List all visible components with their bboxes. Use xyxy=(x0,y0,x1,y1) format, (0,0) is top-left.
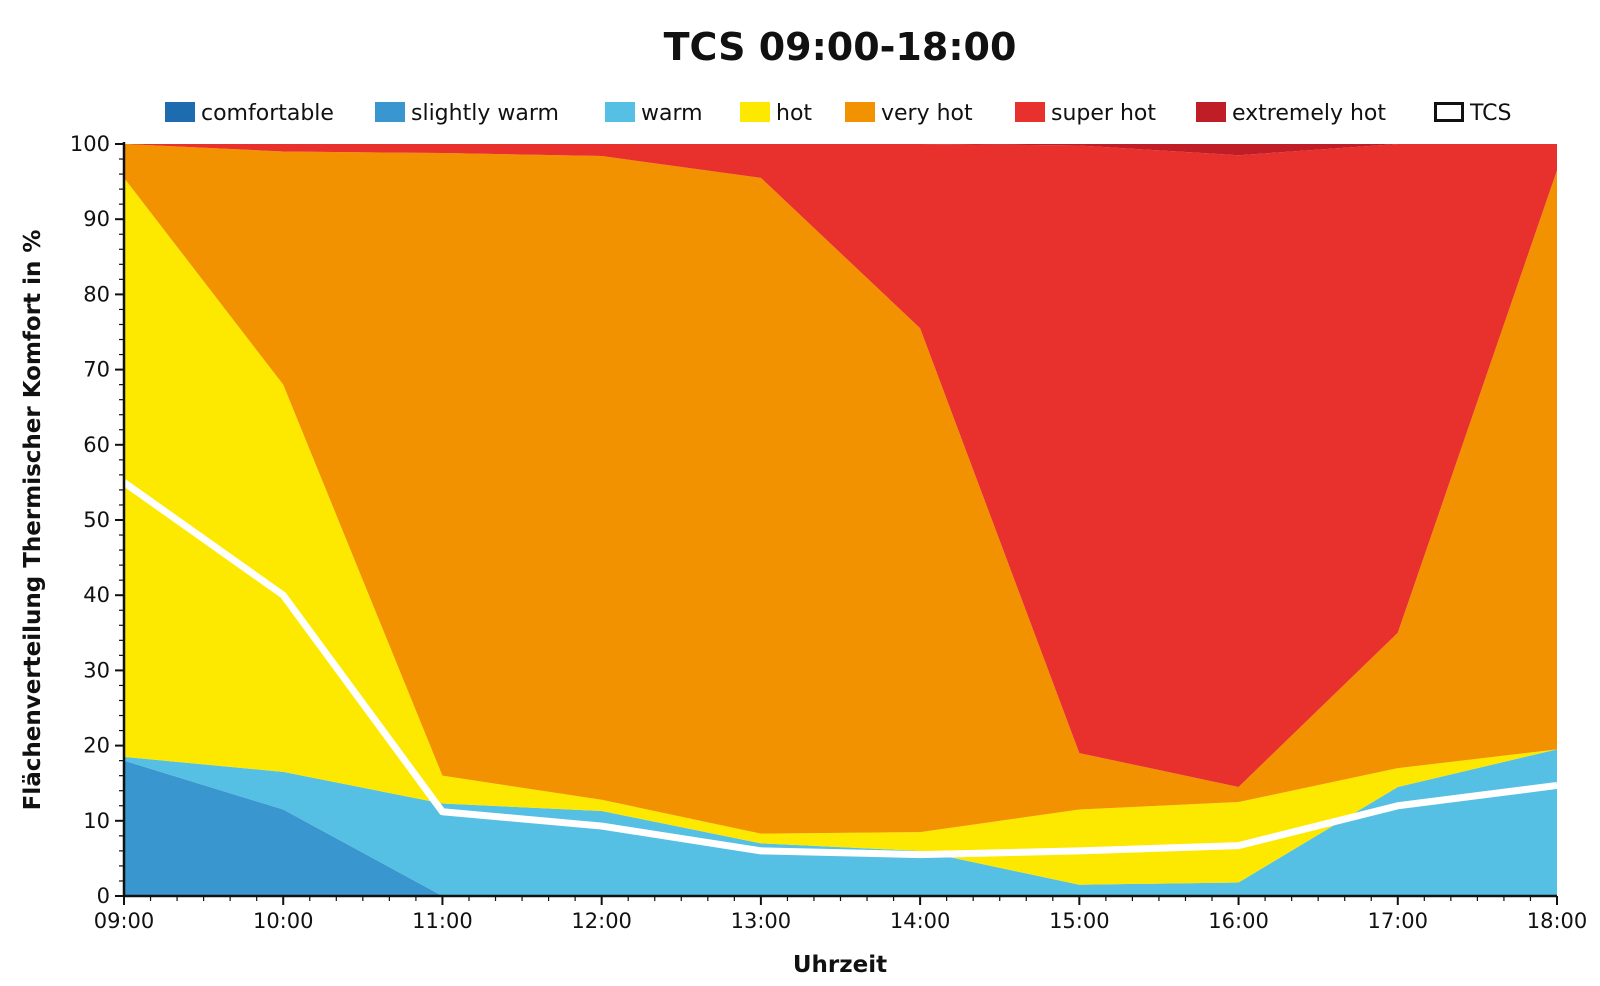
legend-swatch xyxy=(605,102,635,122)
x-tick-label: 15:00 xyxy=(1049,909,1110,933)
y-tick-label: 20 xyxy=(83,734,110,758)
legend-label: slightly warm xyxy=(411,101,559,126)
legend-label: hot xyxy=(776,101,812,126)
y-tick-label: 70 xyxy=(83,358,110,382)
y-axis-label: Flächenverteilung Thermischer Komfort in… xyxy=(20,230,46,811)
chart-title: TCS 09:00-18:00 xyxy=(664,25,1017,69)
x-tick-label: 11:00 xyxy=(412,909,473,933)
legend-swatch xyxy=(1196,102,1226,122)
y-tick-label: 80 xyxy=(83,282,110,306)
x-tick-label: 18:00 xyxy=(1527,909,1588,933)
legend-swatch xyxy=(165,102,195,122)
plot-lines xyxy=(121,479,1558,859)
area-series-slightly-warm xyxy=(124,760,1557,896)
legend-item-hot: hot xyxy=(740,101,812,126)
area-series-super-hot xyxy=(124,144,1557,787)
x-tick-label: 13:00 xyxy=(731,909,792,933)
legend-item-super-hot: super hot xyxy=(1015,101,1156,126)
x-tick-label: 09:00 xyxy=(94,909,155,933)
area-series-very-hot xyxy=(124,144,1557,834)
y-tick-label: 90 xyxy=(83,207,110,231)
legend-item-extremely-hot: extremely hot xyxy=(1196,101,1386,126)
y-tick-label: 60 xyxy=(83,433,110,457)
line-series-TCS xyxy=(121,479,1558,859)
legend-label: TCS xyxy=(1469,101,1511,126)
legend-item-TCS: TCS xyxy=(1434,101,1511,126)
y-axis-ticks: 0 10 20 30 40 50 60 70 80 90 100 xyxy=(70,132,124,908)
y-tick-label: 50 xyxy=(83,508,110,532)
y-tick-label: 0 xyxy=(97,884,110,908)
y-tick-label: 40 xyxy=(83,583,110,607)
legend-item-slightly-warm: slightly warm xyxy=(375,101,559,126)
legend-swatch xyxy=(740,102,770,122)
legend-item-comfortable: comfortable xyxy=(165,101,334,126)
x-tick-label: 17:00 xyxy=(1368,909,1429,933)
area-series-warm xyxy=(124,749,1557,896)
legend: comfortable slightly warm warm hot very hot s… xyxy=(165,101,1511,126)
legend-item-warm: warm xyxy=(605,101,703,126)
x-tick-label: 10:00 xyxy=(253,909,314,933)
legend-label: super hot xyxy=(1051,101,1156,126)
legend-label: warm xyxy=(641,101,703,126)
legend-label: extremely hot xyxy=(1232,101,1386,126)
legend-swatch xyxy=(1015,102,1045,122)
legend-swatch xyxy=(845,102,875,122)
legend-label: comfortable xyxy=(201,101,334,126)
area-series-extremely-hot xyxy=(124,144,1557,156)
x-axis-label: Uhrzeit xyxy=(793,952,887,978)
legend-item-very-hot: very hot xyxy=(845,101,973,126)
plot-areas xyxy=(124,144,1557,896)
x-tick-label: 14:00 xyxy=(890,909,951,933)
legend-swatch xyxy=(375,102,405,122)
legend-label: very hot xyxy=(881,101,973,126)
y-tick-label: 10 xyxy=(83,809,110,833)
x-axis-ticks: 09:00 10:00 11:00 12:00 13:00 14:00 15:00 16:00… xyxy=(94,896,1588,933)
y-tick-label: 30 xyxy=(83,658,110,682)
x-tick-label: 12:00 xyxy=(571,909,632,933)
legend-swatch xyxy=(1434,102,1464,122)
x-tick-label: 16:00 xyxy=(1208,909,1269,933)
y-tick-label: 100 xyxy=(70,132,110,156)
